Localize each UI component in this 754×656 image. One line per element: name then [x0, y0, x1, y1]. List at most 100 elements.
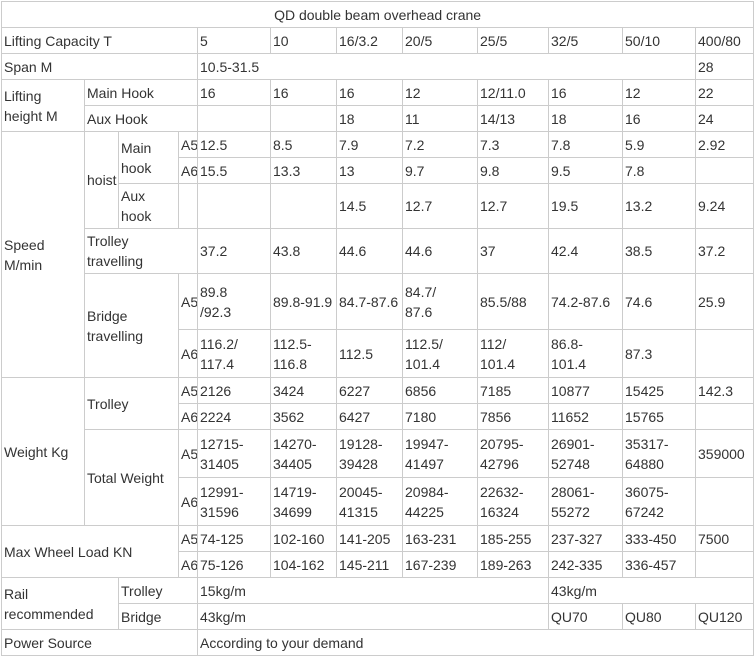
bridge-a5-value-cell: 85.5/88 — [477, 273, 549, 330]
hoist-main-a5-value-cell: 12.5 — [197, 131, 271, 158]
max-wheel-a6-value-cell: 242-335 — [548, 551, 623, 578]
class-label-a5: A5 — [178, 377, 198, 404]
weight-trolley-a5-value-cell: 7185 — [477, 377, 549, 404]
total-weight-label: Total Weight — [84, 429, 179, 526]
max-wheel-a6-value-cell: 189-263 — [477, 551, 549, 578]
hoist-main-a6-value-cell: 9.5 — [548, 157, 623, 184]
hoist-label: hoist — [84, 131, 119, 229]
capacity-value-cell: 5 — [197, 27, 271, 54]
bridge-a6-value-cell: 86.8- 101.4 — [548, 329, 623, 378]
trolley-travelling-value-cell: 38.5 — [622, 228, 696, 274]
total-weight-a5-value-cell: 19947- 41497 — [402, 429, 478, 478]
hoist-main-hook-label: Main hook — [118, 131, 179, 184]
capacity-value-cell: 20/5 — [402, 27, 478, 54]
total-weight-a5-value-cell: 20795- 42796 — [477, 429, 549, 478]
bridge-a5-value-cell: 25.9 — [694, 273, 754, 330]
capacity-value-cell: 16/3.2 — [336, 27, 403, 54]
hoist-main-a6-value-cell: 13.3 — [270, 157, 337, 184]
main-hook-value-cell: 12 — [402, 79, 478, 106]
trolley-travelling-value-cell: 44.6 — [336, 228, 403, 274]
hoist-main-a6-value-cell — [694, 157, 754, 184]
span-row-label: Span M — [1, 53, 198, 80]
rail-bridge-left-cell: 43kg/m — [197, 603, 549, 630]
speed-hoist-main-a6-row: A6 15.5 13.3 13 9.7 9.8 9.5 7.8 — [2, 157, 754, 184]
total-weight-a5-value-cell: 12715- 31405 — [197, 429, 271, 478]
total-weight-a5-value-cell: 359000 — [694, 429, 754, 478]
rail-bridge-qu120-cell: QU120 — [694, 603, 754, 630]
speed-trolley-travelling-row: Trolley travelling 37.2 43.8 44.6 44.6 3… — [2, 228, 754, 274]
rail-trolley-left-cell: 15kg/m — [197, 577, 549, 604]
trolley-travelling-value-cell: 37 — [477, 228, 549, 274]
total-weight-a6-value-cell: 12991- 31596 — [197, 477, 271, 526]
hoist-main-a5-value-cell: 2.92 — [694, 131, 754, 158]
total-weight-a6-value-cell: 36075- 67242 — [622, 477, 696, 526]
hoist-main-a6-value-cell: 9.7 — [402, 157, 478, 184]
capacity-row: Lifting Capacity T 5 10 16/3.2 20/5 25/5… — [1, 27, 754, 54]
speed-hoist-main-a5-row: Speed M/min hoist Main hook A5 12.5 8.5 … — [1, 131, 754, 378]
capacity-value-cell: 32/5 — [548, 27, 623, 54]
total-weight-a5-value-cell: 26901- 52748 — [548, 429, 623, 478]
total-weight-a6-value-cell: 20984- 44225 — [402, 477, 478, 526]
max-wheel-a5-value-cell: 237-327 — [548, 525, 623, 552]
rail-trolley-right-cell: 43kg/m — [547, 577, 754, 604]
bridge-a5-value-cell: 74.6 — [622, 273, 696, 330]
bridge-a5-value-cell: 74.2-87.6 — [548, 273, 623, 330]
aux-hook-value-cell: 16 — [622, 105, 696, 132]
hoist-main-a5-value-cell: 7.9 — [336, 131, 403, 158]
title-row: QD double beam overhead crane — [0, 1, 754, 28]
max-wheel-a6-value-cell — [694, 551, 754, 578]
hoist-main-a5-value-cell: 7.3 — [477, 131, 549, 158]
total-weight-a6-value-cell: 14719- 34699 — [270, 477, 337, 526]
trolley-travelling-value-cell: 43.8 — [270, 228, 337, 274]
weight-section-label: Weight Kg — [1, 377, 85, 526]
weight-trolley-a6-value-cell — [694, 403, 754, 430]
rail-bridge-row: Bridge 43kg/m QU70 QU80 QU120 — [2, 603, 754, 630]
weight-total-a5-row: Total Weight A5 12715- 31405 14270- 3440… — [2, 429, 754, 526]
total-weight-a6-value-cell — [694, 477, 754, 526]
max-wheel-a5-value-cell: 141-205 — [336, 525, 403, 552]
weight-trolley-a5-row: Weight Kg Trolley A5 2126 3424 6227 6856… — [1, 377, 754, 526]
aux-hook-value-cell: 14/13 — [477, 105, 549, 132]
total-weight-a5-value-cell: 35317- 64880 — [622, 429, 696, 478]
trolley-travelling-label: Trolley travelling — [84, 228, 198, 274]
main-hook-label: Main Hook — [84, 79, 198, 106]
weight-trolley-a6-value-cell: 7180 — [402, 403, 478, 430]
weight-trolley-a5-value-cell: 6227 — [336, 377, 403, 404]
hoist-aux-value-cell: 19.5 — [548, 183, 623, 229]
weight-trolley-a6-row: A6 2224 3562 6427 7180 7856 11652 15765 — [2, 403, 754, 430]
hoist-main-a5-value-cell: 5.9 — [622, 131, 696, 158]
hoist-main-a6-value-cell: 13 — [336, 157, 403, 184]
hoist-main-a6-value-cell: 7.8 — [622, 157, 696, 184]
weight-trolley-a5-value-cell: 15425 — [622, 377, 696, 404]
hoist-main-a6-value-cell: 15.5 — [197, 157, 271, 184]
total-weight-a5-value-cell: 14270- 34405 — [270, 429, 337, 478]
max-wheel-a6-row: A6 75-126 104-162 145-211 167-239 189-26… — [2, 551, 754, 578]
weight-trolley-a5-value-cell: 3424 — [270, 377, 337, 404]
lifting-height-main-hook-row: Lifting height M Main Hook 16 16 16 12 1… — [1, 79, 754, 132]
rail-bridge-qu80-cell: QU80 — [622, 603, 696, 630]
class-label-a6: A6 — [178, 403, 198, 430]
class-label-a6: A6 — [178, 551, 198, 578]
hoist-aux-value-cell — [197, 183, 271, 229]
total-weight-a6-value-cell: 22632- 16324 — [477, 477, 549, 526]
max-wheel-a5-value-cell: 163-231 — [402, 525, 478, 552]
rail-trolley-row: Rail recommended Trolley 15kg/m 43kg/m — [1, 577, 754, 630]
weight-total-a6-row: A6 12991- 31596 14719- 34699 20045- 4131… — [2, 477, 754, 526]
bridge-a6-value-cell: 116.2/ 117.4 — [197, 329, 271, 378]
speed-bridge-a5-row: Bridge travelling A5 89.8 /92.3 89.8-91.… — [2, 273, 754, 378]
bridge-a5-value-cell: 89.8 /92.3 — [197, 273, 271, 330]
hoist-main-a6-value-cell: 9.8 — [477, 157, 549, 184]
aux-hook-value-cell — [270, 105, 337, 132]
bridge-a6-value-cell: 87.3 — [622, 329, 696, 378]
trolley-travelling-value-cell: 42.4 — [548, 228, 623, 274]
main-hook-value-cell: 16 — [270, 79, 337, 106]
max-wheel-a6-value-cell: 104-162 — [270, 551, 337, 578]
hoist-aux-value-cell: 12.7 — [477, 183, 549, 229]
max-wheel-a5-row: Max Wheel Load KN A5 74-125 102-160 141-… — [1, 525, 754, 578]
weight-trolley-a6-value-cell: 7856 — [477, 403, 549, 430]
bridge-a5-value-cell: 84.7-87.6 — [336, 273, 403, 330]
rail-trolley-label: Trolley — [118, 577, 198, 604]
class-label-a6: A6 — [178, 329, 198, 378]
main-hook-value-cell: 16 — [548, 79, 623, 106]
